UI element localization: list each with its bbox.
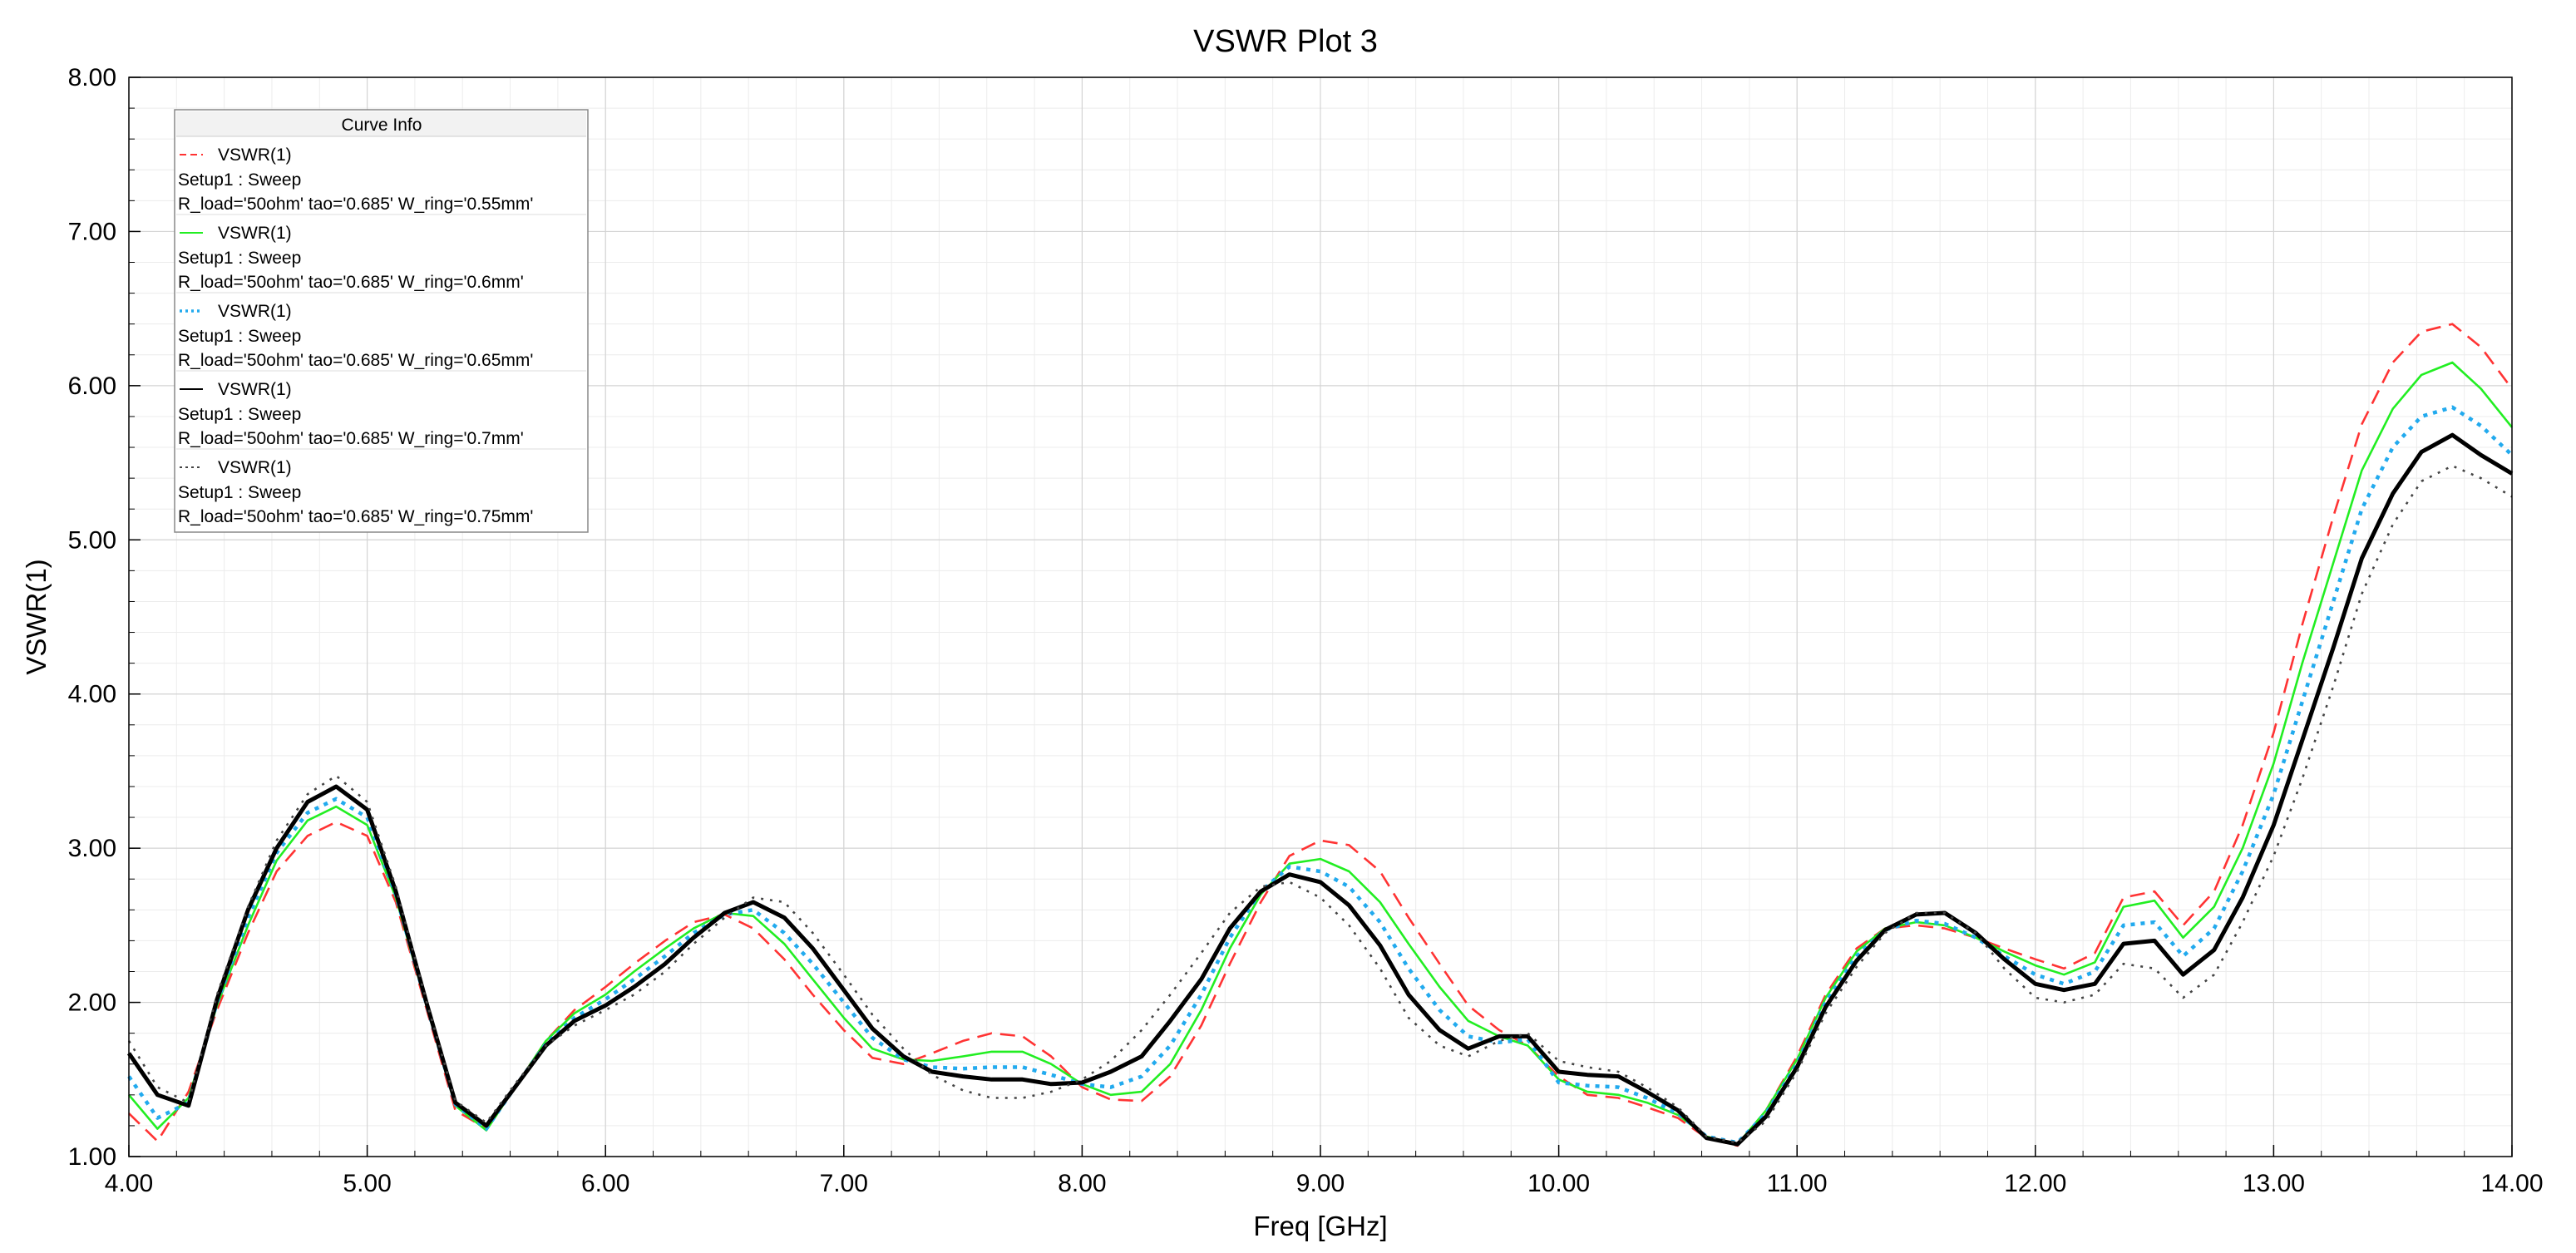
legend-entries: VSWR(1) Setup1 : Sweep R_load='50ohm' tao=…: [176, 146, 586, 526]
x-tick-label: 6.00: [581, 1170, 629, 1197]
legend-header: [176, 111, 586, 136]
legend-series-setup: Setup1 : Sweep: [178, 327, 301, 346]
y-tick-label: 5.00: [68, 526, 116, 554]
legend-series-setup: Setup1 : Sweep: [178, 405, 301, 424]
legend-series-name: VSWR(1): [218, 224, 292, 243]
y-tick-label: 8.00: [68, 64, 116, 91]
legend-title: Curve Info: [342, 116, 422, 135]
legend-series-name: VSWR(1): [218, 458, 292, 477]
x-tick-label: 5.00: [343, 1170, 391, 1197]
legend[interactable]: Curve Info VSWR(1) Setup1 : Sweep R_load='…: [174, 109, 589, 533]
x-axis-ticks: 4.00 5.00 6.00 7.00 8.00 9.00 10.00 11.00 12.00 1…: [105, 1145, 2544, 1197]
y-tick-label: 3.00: [68, 835, 116, 862]
legend-series-setup: Setup1 : Sweep: [178, 249, 301, 268]
legend-series-params: R_load='50ohm' tao='0.685' W_ring='0.7mm…: [178, 429, 524, 448]
legend-series-name: VSWR(1): [218, 146, 292, 165]
x-tick-label: 8.00: [1058, 1170, 1106, 1197]
legend-series-name: VSWR(1): [218, 302, 292, 321]
chart-title: VSWR Plot 3: [1193, 24, 1378, 59]
x-tick-label: 9.00: [1296, 1170, 1345, 1197]
legend-series-setup: Setup1 : Sweep: [178, 483, 301, 502]
series-line-4: [126, 432, 2514, 1147]
series-layer: [126, 323, 2514, 1147]
y-axis-ticks: 1.00 2.00 3.00 4.00 5.00 6.00 7.00 8.00: [68, 64, 141, 1171]
legend-series-params: R_load='50ohm' tao='0.685' W_ring='0.55m…: [178, 195, 533, 214]
legend-series-params: R_load='50ohm' tao='0.685' W_ring='0.6mm…: [178, 273, 524, 292]
x-tick-label: 14.00: [2480, 1170, 2543, 1197]
legend-series-params: R_load='50ohm' tao='0.685' W_ring='0.65m…: [178, 351, 533, 370]
y-axis-label: VSWR(1): [21, 559, 52, 674]
x-tick-label: 11.00: [1767, 1170, 1828, 1197]
legend-series-setup: Setup1 : Sweep: [178, 170, 301, 190]
legend-series-name: VSWR(1): [218, 380, 292, 399]
x-tick-label: 7.00: [820, 1170, 868, 1197]
x-tick-label: 4.00: [105, 1170, 153, 1197]
legend-box: [174, 109, 589, 533]
x-tick-label: 13.00: [2243, 1170, 2305, 1197]
x-axis-label: Freq [GHz]: [1253, 1211, 1387, 1241]
y-tick-label: 2.00: [68, 989, 116, 1017]
y-tick-label: 1.00: [68, 1143, 116, 1171]
y-tick-label: 6.00: [68, 372, 116, 400]
x-tick-label: 10.00: [1527, 1170, 1590, 1197]
y-tick-label: 4.00: [68, 681, 116, 708]
legend-series-params: R_load='50ohm' tao='0.685' W_ring='0.75m…: [178, 507, 533, 526]
y-tick-label: 7.00: [68, 218, 116, 245]
x-tick-label: 12.00: [2004, 1170, 2066, 1197]
